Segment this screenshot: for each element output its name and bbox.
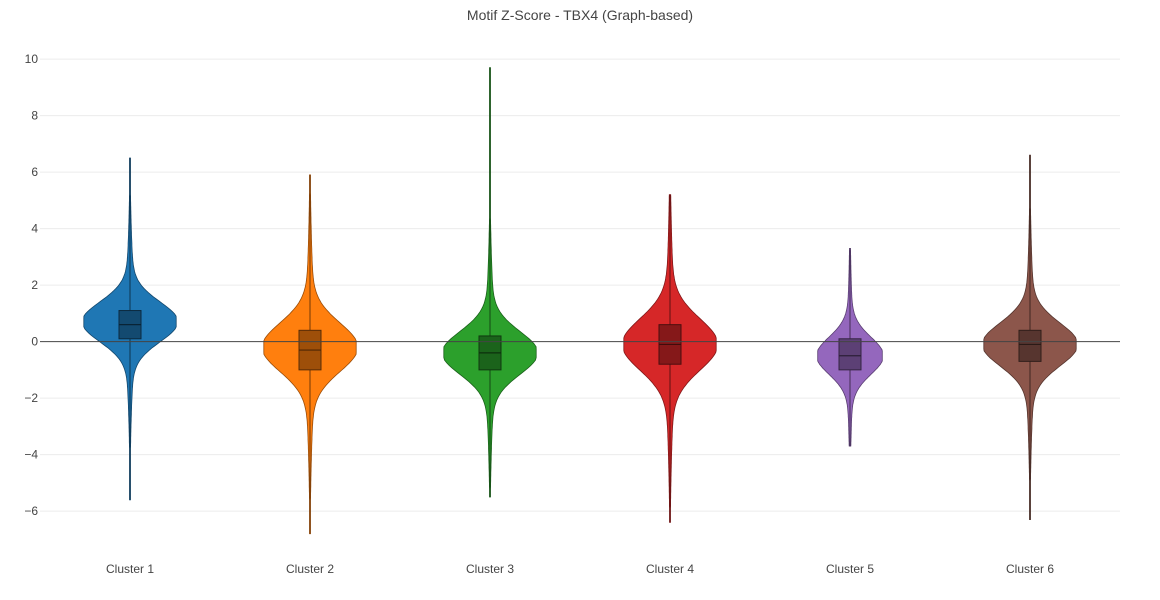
- x-tick-label: Cluster 2: [286, 562, 334, 576]
- y-tick-label: −4: [24, 448, 38, 462]
- iqr-box: [838, 338, 862, 371]
- y-tick-label: 10: [25, 52, 39, 66]
- violin-5: [817, 248, 883, 447]
- grid-layer: [40, 58, 1120, 512]
- violin-2: [263, 174, 357, 535]
- y-tick-label: 2: [31, 278, 38, 292]
- y-tick-label: −6: [24, 504, 38, 518]
- violin-4: [623, 194, 717, 523]
- y-tick-label: −2: [24, 391, 38, 405]
- y-tick-label: 4: [31, 222, 38, 236]
- y-tick-label: 0: [31, 335, 38, 349]
- violin-6: [983, 154, 1077, 520]
- y-tick-label: 6: [31, 165, 38, 179]
- axis-layer: −6 −4 −2 0 2 4 6 8 10 Cluster 1 Cluster 2 Cluster 3…: [24, 52, 1120, 576]
- y-tick-label: 8: [31, 109, 38, 123]
- x-tick-label: Cluster 6: [1006, 562, 1054, 576]
- iqr-box: [1018, 329, 1042, 362]
- violin-3: [443, 67, 537, 498]
- violin-1: [83, 157, 177, 501]
- chart-title: Motif Z-Score - TBX4 (Graph-based): [467, 7, 693, 23]
- violin-layer: [83, 67, 1077, 535]
- x-tick-label: Cluster 3: [466, 562, 514, 576]
- x-tick-label: Cluster 4: [646, 562, 694, 576]
- x-tick-label: Cluster 1: [106, 562, 154, 576]
- x-tick-label: Cluster 5: [826, 562, 874, 576]
